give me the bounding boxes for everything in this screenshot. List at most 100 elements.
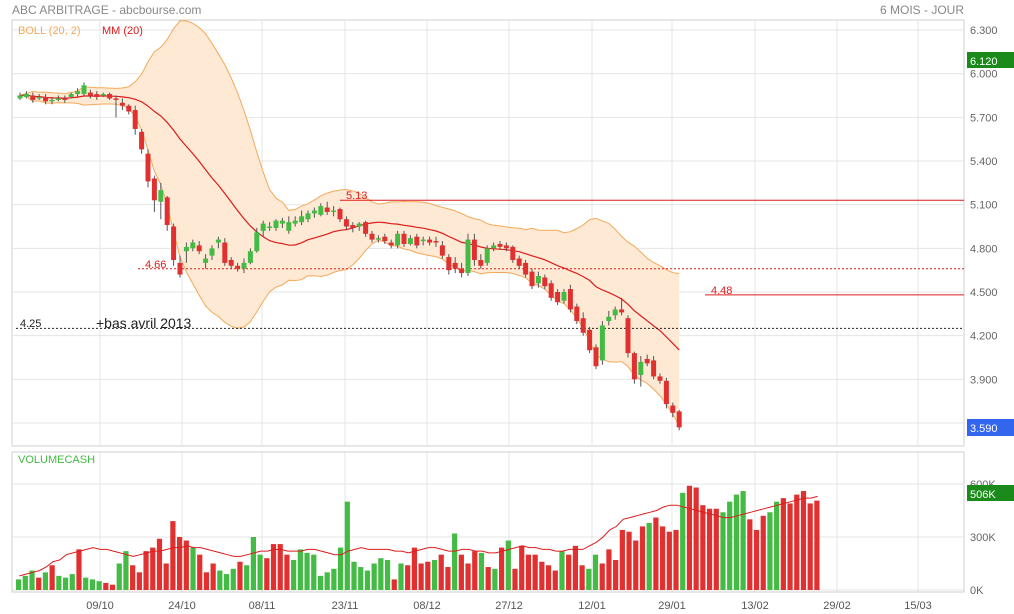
- volume-bar: [519, 545, 525, 590]
- volume-bar: [774, 501, 780, 590]
- candle-body: [401, 233, 407, 244]
- candle-body: [132, 110, 138, 129]
- legend-mm: MM (20): [102, 25, 143, 37]
- volume-bar: [485, 567, 491, 590]
- volume-bar: [700, 505, 706, 590]
- volume-bar: [740, 491, 746, 590]
- candle-body: [292, 220, 298, 224]
- volume-bar: [384, 559, 391, 590]
- date-tick-label: 15/03: [904, 600, 932, 612]
- volume-bar: [217, 570, 223, 590]
- volume-bar: [311, 554, 317, 590]
- volume-bar: [505, 540, 511, 590]
- candle-body: [113, 98, 119, 100]
- candle-body: [395, 233, 401, 246]
- price-tick-label: 4.200: [970, 331, 998, 343]
- candle-body: [542, 277, 548, 287]
- candle-body: [619, 309, 625, 313]
- candle-body: [286, 222, 292, 231]
- candle-body: [439, 245, 445, 256]
- price-tick-label: 5.100: [970, 200, 998, 212]
- volume-bar: [358, 567, 364, 590]
- volume-bar: [660, 526, 666, 590]
- volume-bar: [22, 575, 28, 590]
- candle-body: [427, 239, 433, 243]
- last-volume-value: 506K: [970, 489, 996, 501]
- volume-bar: [472, 551, 478, 590]
- current-price-badge: [967, 419, 1014, 436]
- candle-body: [478, 259, 484, 266]
- volume-frame: [11, 451, 965, 593]
- volume-bar: [438, 554, 444, 590]
- volume-bar: [807, 503, 813, 590]
- candle-body: [465, 239, 471, 274]
- volume-bar: [116, 563, 122, 590]
- candle-body: [625, 318, 631, 354]
- bollinger-upper: [19, 20, 680, 274]
- candle-body: [567, 289, 573, 310]
- candle-body: [139, 131, 145, 150]
- last-volume-badge: [967, 485, 1014, 501]
- candle-body: [587, 329, 593, 351]
- volume-moving-average: [19, 495, 818, 577]
- candle-body: [657, 376, 663, 381]
- candle-body: [305, 213, 311, 220]
- volume-bar: [36, 577, 42, 590]
- volume-bar: [109, 584, 116, 590]
- volume-bar: [545, 565, 552, 590]
- price-tick-label: 6.000: [970, 69, 998, 81]
- volume-bar: [398, 563, 404, 590]
- candle-body: [107, 94, 113, 99]
- volume-bar: [237, 561, 243, 590]
- volume-bar: [324, 572, 330, 590]
- volume-bar: [230, 568, 236, 590]
- candle-body: [68, 94, 74, 97]
- volume-bar: [183, 540, 189, 590]
- candle-body: [497, 243, 503, 247]
- candle-body: [676, 411, 682, 428]
- volume-bar: [452, 533, 458, 590]
- low-note: +bas avril 2013: [96, 315, 192, 331]
- volume-bar: [62, 577, 69, 590]
- candlesticks: [17, 82, 682, 431]
- candle-body: [100, 94, 106, 96]
- volume-bar: [291, 559, 297, 590]
- volume-bar: [190, 547, 196, 590]
- candle-body: [177, 262, 183, 275]
- volume-bar: [143, 551, 149, 590]
- volume-bars: [16, 485, 820, 590]
- volume-bar: [418, 563, 424, 590]
- volume-bar: [344, 501, 350, 590]
- volume-tick-label: 300K: [970, 532, 996, 544]
- level-448-label: 4.48: [711, 285, 732, 297]
- candle-body: [420, 239, 426, 242]
- volume-bar: [552, 570, 558, 590]
- candle-body: [279, 220, 285, 224]
- candle-body: [350, 225, 356, 228]
- candle-body: [599, 325, 605, 361]
- volume-bar: [633, 540, 639, 590]
- volume-bar: [680, 492, 686, 590]
- volume-bar: [686, 485, 693, 590]
- volume-bar: [559, 551, 565, 590]
- volume-bar: [378, 558, 384, 590]
- volume-bar: [431, 559, 438, 590]
- volume-tick-label: 0K: [970, 585, 984, 597]
- volume-bar: [458, 554, 464, 590]
- candle-body: [228, 259, 234, 266]
- candle-body: [337, 209, 343, 220]
- volume-bar: [626, 531, 632, 590]
- volume-bar: [96, 581, 102, 590]
- date-tick-label: 24/10: [168, 600, 196, 612]
- candle-body: [215, 239, 221, 243]
- candle-body: [606, 316, 612, 322]
- volume-bar: [760, 515, 766, 590]
- price-tick-label: 3.900: [970, 374, 998, 386]
- candle-body: [43, 96, 49, 102]
- candle-body: [644, 358, 650, 364]
- price-tick-label: 4.800: [970, 243, 998, 255]
- moving-average-20: [19, 94, 680, 351]
- volume-bar: [270, 544, 277, 590]
- candle-body: [241, 262, 247, 269]
